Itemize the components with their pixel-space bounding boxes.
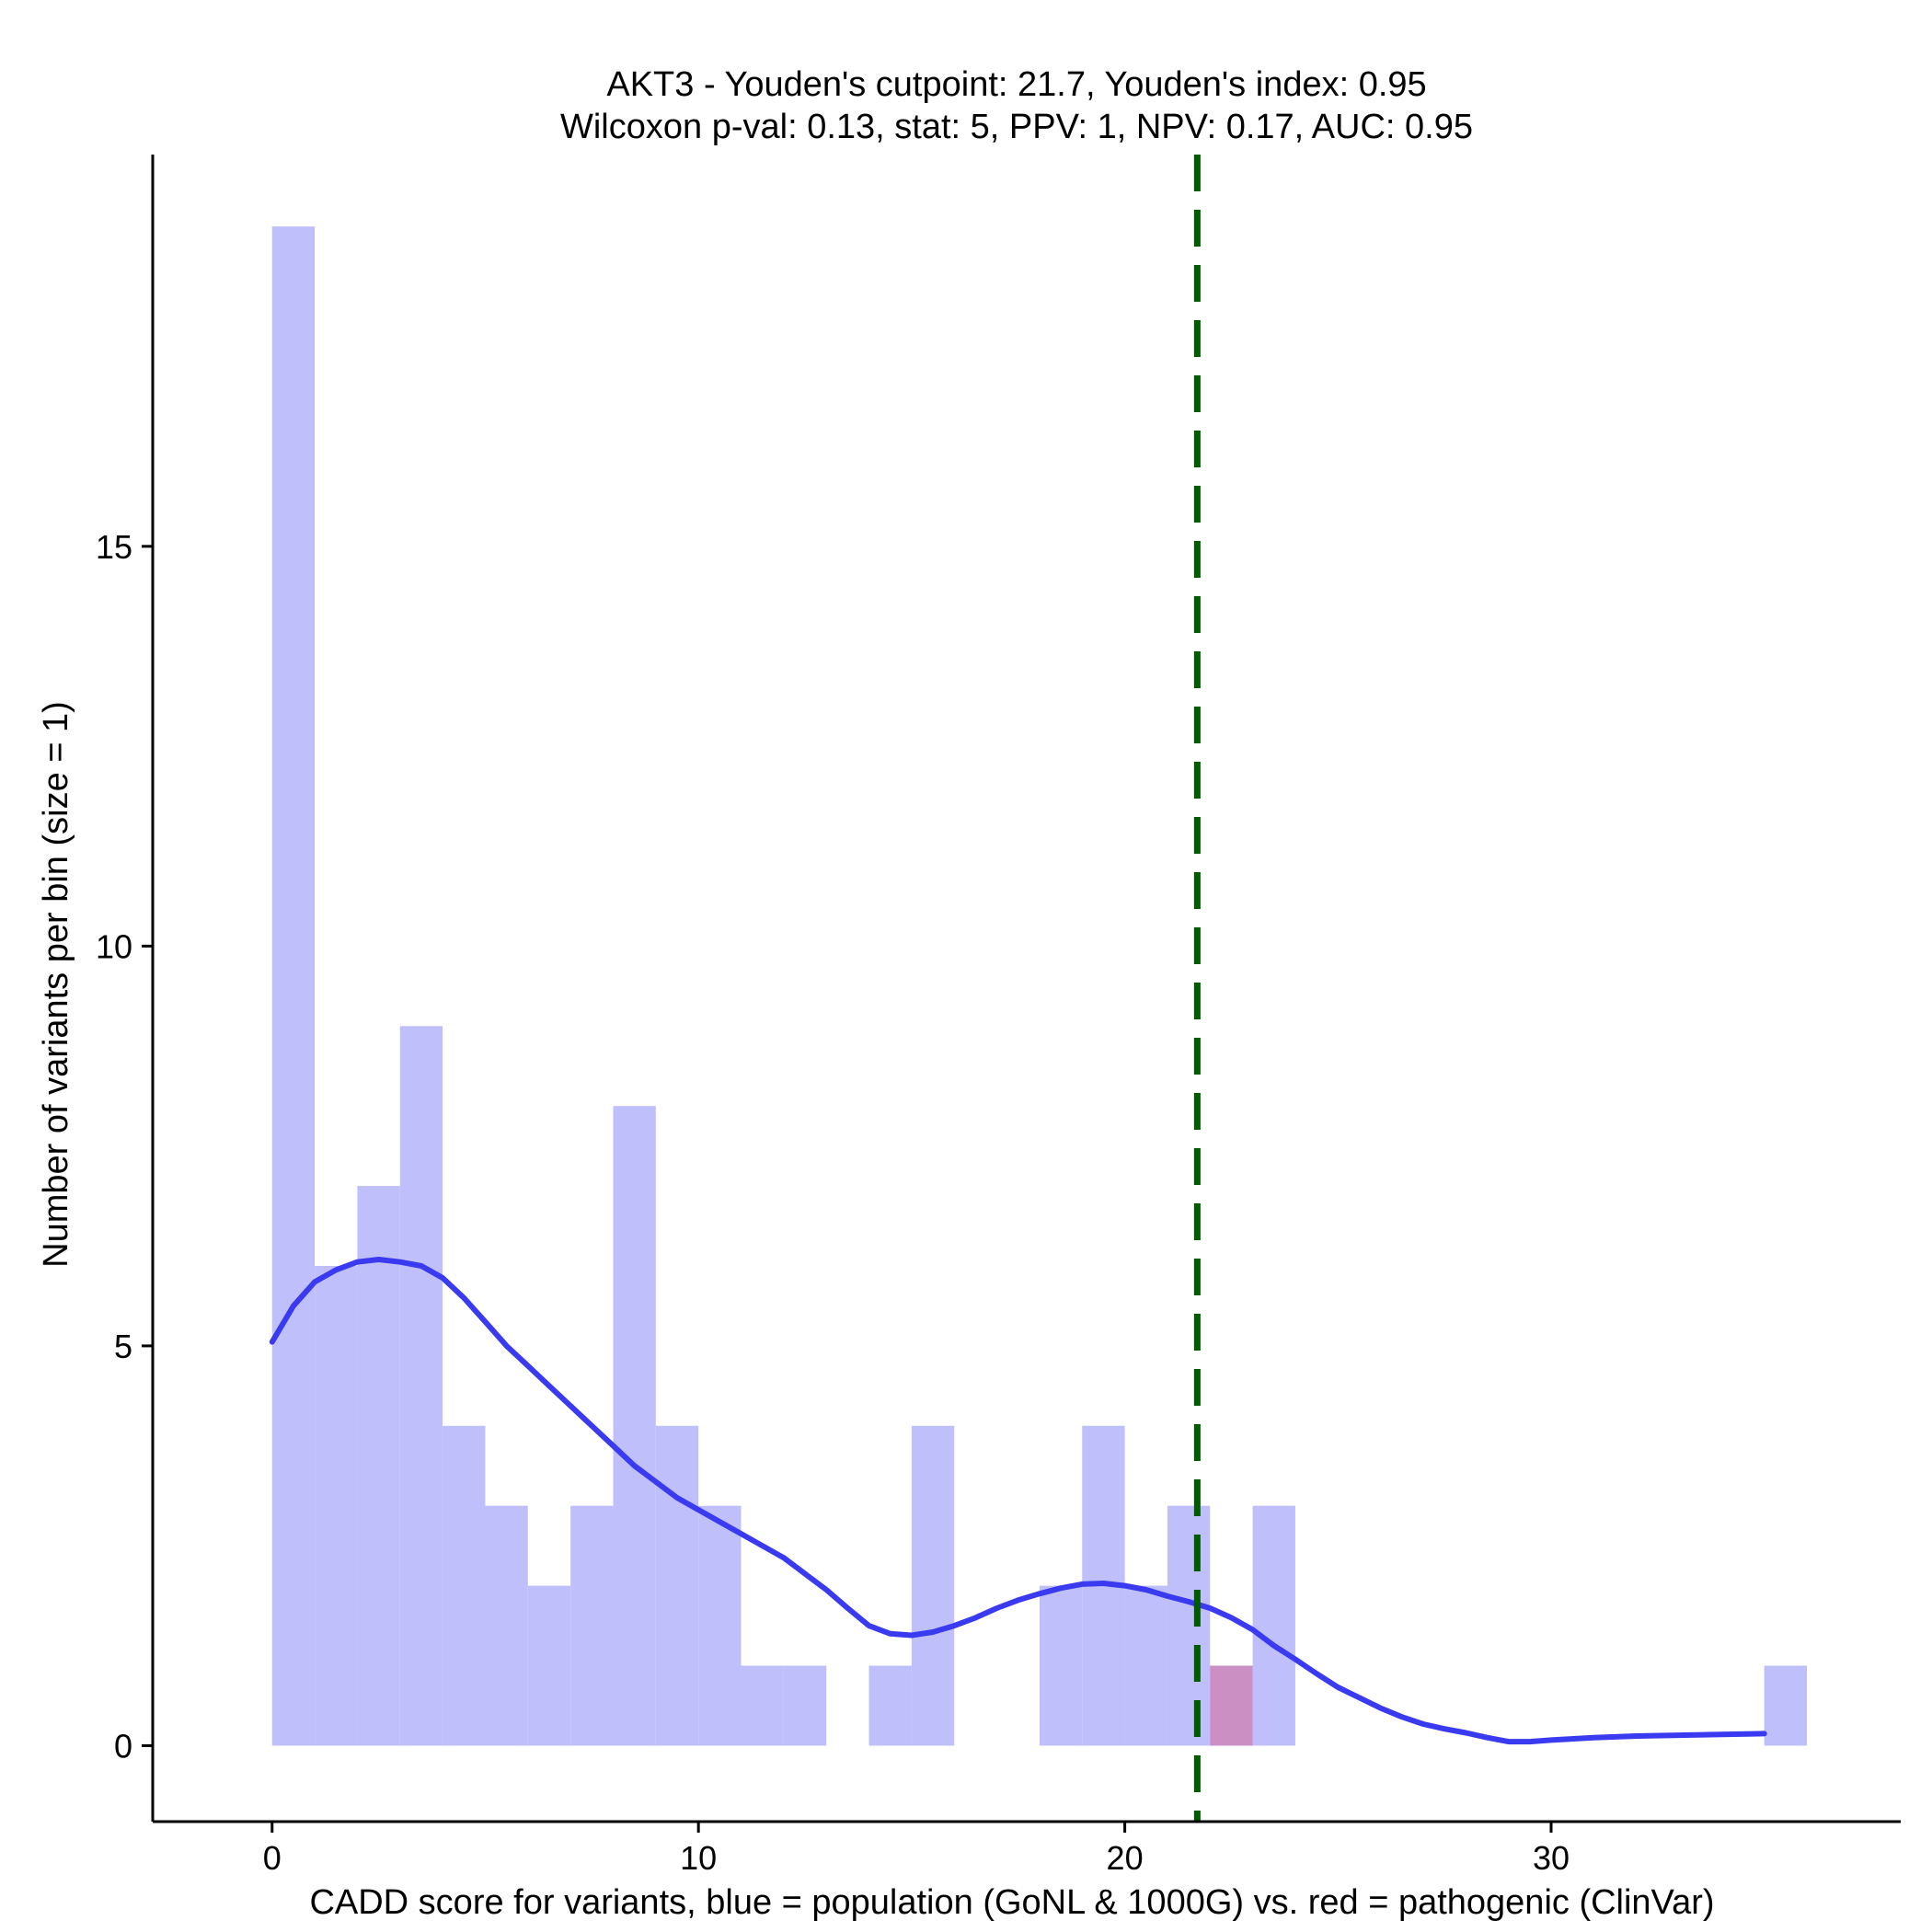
pathogenic-bar-0 bbox=[1210, 1665, 1253, 1746]
x-tick-label: 0 bbox=[263, 1839, 282, 1877]
population-bar-6 bbox=[527, 1585, 571, 1746]
y-tick-label: 5 bbox=[114, 1328, 132, 1365]
population-bar-15 bbox=[1039, 1585, 1083, 1746]
population-bar-11 bbox=[741, 1665, 784, 1746]
population-bar-1 bbox=[315, 1266, 358, 1746]
population-bar-7 bbox=[570, 1505, 614, 1746]
histogram-bars bbox=[271, 226, 1808, 1746]
y-axis-ticks: 0 5 10 15 bbox=[96, 528, 153, 1765]
y-tick-label: 15 bbox=[96, 528, 132, 566]
x-axis-ticks: 0 10 20 30 bbox=[263, 1822, 1570, 1877]
population-bar-0 bbox=[271, 226, 316, 1746]
population-bar-3 bbox=[399, 1026, 443, 1746]
population-bar-18 bbox=[1167, 1505, 1211, 1746]
population-bar-21 bbox=[1764, 1665, 1808, 1746]
population-bar-20 bbox=[1252, 1505, 1295, 1746]
x-tick-label: 20 bbox=[1107, 1839, 1144, 1877]
population-bar-10 bbox=[698, 1505, 742, 1746]
y-tick-label: 0 bbox=[114, 1727, 132, 1765]
y-axis-label: Number of variants per bin (size = 1) bbox=[37, 701, 75, 1268]
x-tick-label: 30 bbox=[1533, 1839, 1570, 1877]
population-bar-9 bbox=[655, 1425, 699, 1746]
population-bar-14 bbox=[911, 1425, 955, 1746]
population-bar-12 bbox=[783, 1665, 827, 1746]
chart-subtitle: Wilcoxon p-val: 0.13, stat: 5, PPV: 1, N… bbox=[560, 108, 1473, 146]
chart-title: AKT3 - Youden's cutpoint: 21.7, Youden's… bbox=[606, 65, 1426, 104]
y-tick-label: 10 bbox=[96, 927, 132, 965]
population-bar-2 bbox=[357, 1186, 400, 1746]
x-tick-label: 10 bbox=[680, 1839, 717, 1877]
density-curve bbox=[269, 1257, 1767, 1745]
population-bar-17 bbox=[1124, 1585, 1167, 1746]
population-bar-13 bbox=[868, 1665, 912, 1746]
population-bar-8 bbox=[613, 1106, 656, 1746]
population-bar-5 bbox=[485, 1505, 528, 1746]
population-bar-4 bbox=[443, 1425, 486, 1746]
x-axis-label: CADD score for variants, blue = populati… bbox=[309, 1883, 1714, 1922]
